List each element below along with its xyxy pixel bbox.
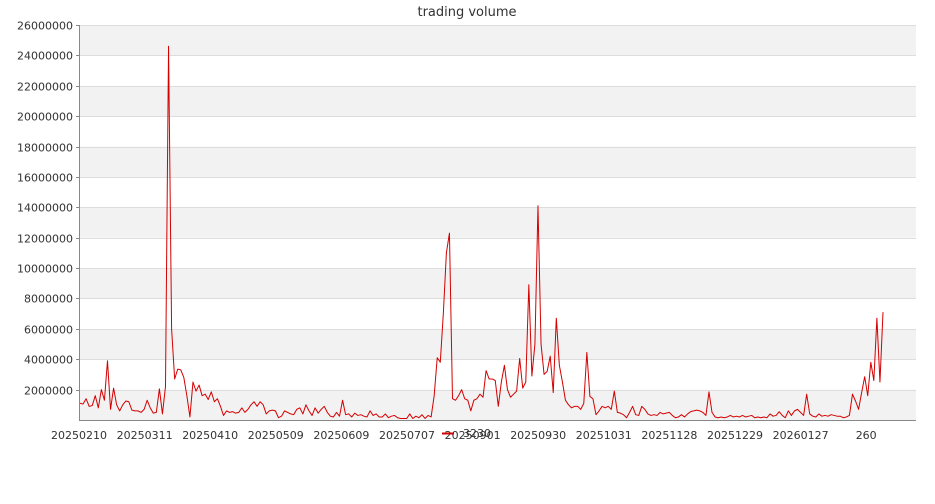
x-tick-label: 20250410: [182, 429, 238, 442]
x-tick-label: 20260127: [773, 429, 829, 442]
x-tick-label: 20250930: [510, 429, 566, 442]
y-axis-ticks: 2000000 4000000 6000000 8000000 10000000 1200…: [17, 20, 79, 398]
grid-lines: [79, 25, 916, 391]
y-tick-label: 6000000: [24, 324, 73, 337]
grid-band: [79, 176, 916, 208]
y-tick-label: 2000000: [24, 385, 73, 398]
grid-band: [79, 55, 916, 86]
x-tick-label: 20250707: [379, 429, 435, 442]
x-tick-label: 20250901: [445, 429, 501, 442]
y-tick-label: 22000000: [17, 81, 73, 94]
grid-band: [79, 328, 916, 360]
x-tick-label: 20251229: [707, 429, 763, 442]
series-lines: [79, 45, 884, 419]
y-tick-label: 26000000: [17, 20, 73, 33]
x-tick-label: 20250609: [313, 429, 369, 442]
x-tick-label: 20250509: [248, 429, 304, 442]
chart-title: trading volume: [417, 5, 516, 20]
grid-band: [79, 146, 916, 177]
grid-band: [79, 85, 916, 117]
grid-band: [79, 359, 916, 390]
grid-band: [79, 237, 916, 269]
axes: [79, 25, 916, 421]
y-tick-label: 12000000: [17, 233, 73, 246]
legend: 3230: [442, 427, 491, 440]
grid-band: [79, 116, 916, 147]
y-tick-label: 10000000: [17, 263, 73, 276]
y-tick-label: 16000000: [17, 172, 73, 185]
grid-band: [79, 25, 916, 56]
y-tick-label: 18000000: [17, 142, 73, 155]
y-tick-label: 4000000: [24, 354, 73, 367]
grid-band: [79, 268, 916, 299]
x-tick-label: 20250210: [51, 429, 107, 442]
x-tick-label: 260: [856, 429, 877, 442]
x-tick-label: 20250311: [117, 429, 173, 442]
grid-band: [79, 298, 916, 329]
x-tick-label: 20251031: [576, 429, 632, 442]
series-line-0: [79, 45, 884, 419]
grid-band: [79, 207, 916, 238]
x-axis-ticks: 20250210 20250311 20250410 20250509 20250609…: [51, 429, 877, 442]
y-tick-label: 8000000: [24, 293, 73, 306]
grid-bands: [79, 25, 916, 420]
y-tick-label: 24000000: [17, 50, 73, 63]
x-tick-label: 20251128: [641, 429, 697, 442]
y-tick-label: 20000000: [17, 111, 73, 124]
y-tick-label: 14000000: [17, 202, 73, 215]
legend-label: 3230: [463, 427, 491, 440]
